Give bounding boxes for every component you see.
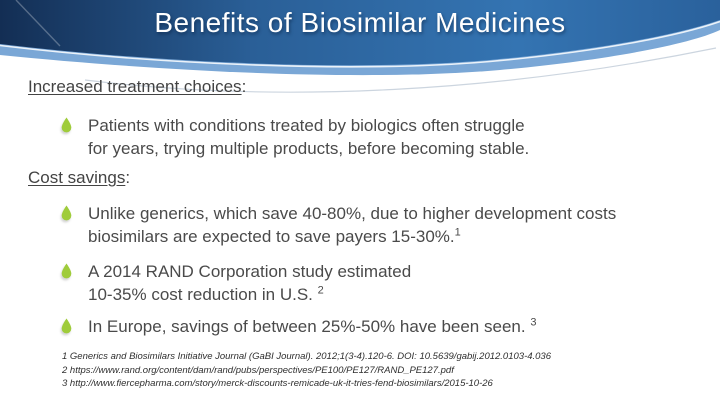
heading-colon: : [125,168,131,187]
banner-main-band [0,0,720,66]
heading-text: Increased treatment choices [28,77,242,96]
bullet-europe-savings: In Europe, savings of between 25%-50% ha… [60,315,536,338]
bullet-line: 10-35% cost reduction in U.S. 2 [88,283,411,306]
bullet-text: Unlike generics, which save 40-80%, due … [88,202,616,248]
footnote-3: 3 http://www.fiercepharma.com/story/merc… [62,378,493,389]
footnote-ref-1: 1 [454,226,461,239]
bullet-line-text: In Europe, savings of between 25%-50% ha… [88,317,531,336]
heading-text: Cost savings [28,168,126,187]
footnote-2: 2 https://www.rand.org/content/dam/rand/… [62,364,454,376]
bullet-line: A 2014 RAND Corporation study estimated [88,262,412,281]
header-banner-graphic [0,0,720,93]
bullet-line-text: biosimilars are expected to save payers … [88,227,455,246]
section-heading-cost-savings: Cost savings: [28,168,130,188]
bullet-unlike-generics: Unlike generics, which save 40-80%, due … [60,202,616,248]
footnotes: 1 Generics and Biosimilars Initiative Jo… [62,350,682,391]
bullet-text: In Europe, savings of between 25%-50% ha… [88,315,536,338]
droplet-icon [61,117,72,133]
banner-highlight-line [0,20,720,68]
bullet-line: Unlike generics, which save 40-80%, due … [88,204,617,223]
bullet-line: In Europe, savings of between 25%-50% ha… [88,315,536,338]
droplet-icon [61,318,72,334]
bullet-line: for years, trying multiple products, bef… [88,139,530,158]
heading-colon: : [241,77,247,96]
bullet-line-text: 10-35% cost reduction in U.S. [88,285,318,304]
banner-light-swoosh [0,0,720,76]
droplet-icon [61,205,72,221]
bullet-line: Patients with conditions treated by biol… [88,116,525,135]
bullet-rand-study: A 2014 RAND Corporation study estimated … [60,260,411,306]
bullet-patients: Patients with conditions treated by biol… [60,114,529,160]
slide-title: Benefits of Biosimilar Medicines [154,7,566,38]
footnote-ref-2: 2 [317,284,324,297]
footnote-ref-3: 3 [530,316,537,329]
slide-header: Benefits of Biosimilar Medicines [0,0,720,120]
bullet-text: A 2014 RAND Corporation study estimated … [88,260,411,306]
section-heading-treatment-choices: Increased treatment choices: [28,77,246,97]
droplet-icon [61,263,72,279]
footnote-1: 1 Generics and Biosimilars Initiative Jo… [62,351,551,362]
bullet-text: Patients with conditions treated by biol… [88,114,529,160]
banner-corner-streak [15,0,61,47]
bullet-line: biosimilars are expected to save payers … [88,225,616,248]
